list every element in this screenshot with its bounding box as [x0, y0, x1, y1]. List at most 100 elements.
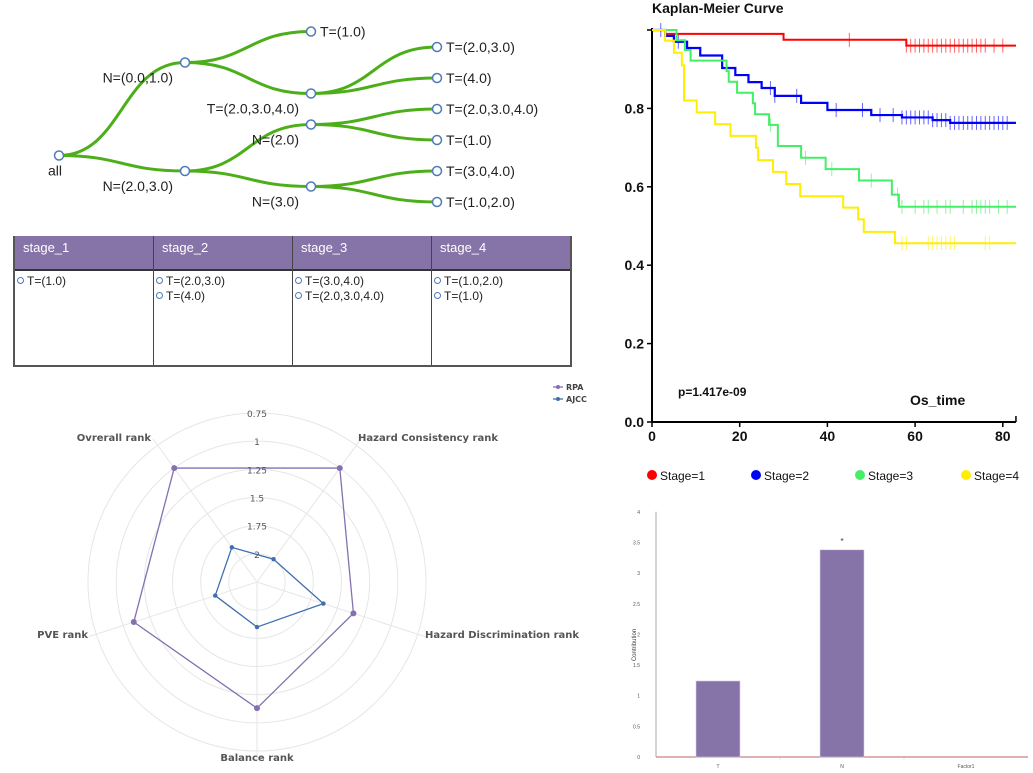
stage-item: T=(2.0,3.0): [156, 273, 290, 288]
km-legend-label: Stage=4: [974, 469, 1019, 483]
bar-y-tick-label: 4: [637, 510, 640, 516]
node-circle-icon: [156, 292, 163, 299]
node-circle-icon: [295, 277, 302, 284]
radar-point: [254, 624, 260, 630]
legend-label: AJCC: [566, 395, 587, 404]
tree-node-label: T=(4.0): [446, 70, 492, 86]
bar-y-tick-label: 1: [637, 694, 640, 700]
km-curve-stage-1: [652, 29, 1016, 47]
stage-item-label: T=(4.0): [166, 288, 206, 303]
radar-chart: 0.75 1 1.25 1.5 1.75 2 Hazard Consistency rank…: [37, 383, 587, 764]
radar-grid: [87, 412, 427, 759]
tree-node-icon: [431, 165, 443, 177]
stage-body: T=(2.0,3.0) T=(4.0): [154, 271, 292, 305]
stage-header: stage_4: [432, 236, 570, 271]
stage-item: T=(1.0,2.0): [434, 273, 568, 288]
node-circle-icon: [17, 277, 24, 284]
radar-point: [271, 557, 276, 562]
stage-item-label: T=(1.0): [27, 273, 67, 288]
tree-node-icon: [431, 134, 443, 146]
tree-link: [184, 123, 312, 173]
km-title: Kaplan-Meier Curve: [652, 0, 784, 16]
legend-marker-icon: [556, 385, 560, 389]
radar-series-ajcc: [214, 546, 325, 628]
radar-legend: RPA AJCC: [553, 383, 587, 404]
km-curve-stage-2: [652, 28, 1016, 125]
legend-dot-icon: [751, 470, 761, 480]
tree-node-label: N=(2.0,3.0): [103, 178, 173, 194]
tree-node-icon: [305, 26, 317, 37]
tree-link: [58, 61, 186, 157]
stage-item: T=(4.0): [156, 288, 290, 303]
radar-point: [254, 705, 260, 712]
tree-node-icon: [305, 88, 317, 99]
bar-y-tick-label: 1.5: [633, 663, 640, 669]
tree-node-icon: [431, 41, 443, 53]
tree-node-icon: [431, 103, 443, 115]
radar-axis-label: Balance rank: [220, 753, 294, 764]
radar-axis-line: [152, 438, 258, 583]
stage-item-label: T=(2.0,3.0): [166, 273, 226, 288]
bar-x-tick-label: T: [716, 764, 719, 770]
node-circle-icon: [295, 292, 302, 299]
radar-tick-label: 1.25: [247, 466, 267, 476]
tree-node-icon: [179, 165, 191, 177]
tree-link: [310, 169, 438, 188]
stage-header: stage_1: [15, 236, 153, 271]
bar-t: [695, 680, 741, 758]
km-y-tick-label: 0.4: [625, 257, 645, 273]
tree-node-label: all: [48, 163, 62, 179]
km-legend: Stage=1 Stage=2 Stage=3 Stage=4: [647, 469, 1019, 483]
bar-x-tick-label: Factor1: [958, 764, 975, 770]
stage-item-label: T=(1.0,2.0): [444, 273, 504, 288]
bar-y-tick-label: 2.5: [633, 602, 640, 608]
radar-series-rpa: [133, 467, 355, 710]
bar-n: [819, 549, 865, 758]
radar-axis-label: Ovrerall rank: [77, 433, 152, 444]
radar-axis-label: PVE rank: [37, 630, 88, 641]
stage-item-label: T=(2.0,3.0,4.0): [305, 288, 385, 303]
km-curve-stage-4: [652, 29, 1016, 245]
bar-y-tick-label: 3: [637, 571, 640, 577]
tree-node-icon: [179, 57, 191, 68]
bar-marks: *: [695, 537, 865, 758]
tree-link: [184, 61, 312, 95]
tree-link: [184, 30, 312, 64]
tree-node-label: N=(3.0): [252, 194, 299, 210]
radar-point: [321, 601, 326, 606]
km-xlabel: Os_time: [910, 392, 965, 408]
tree-node-icon: [305, 181, 317, 192]
km-x-tick-label: 80: [995, 428, 1011, 444]
radar-tick-label: 2: [254, 551, 260, 561]
node-circle-icon: [156, 277, 163, 284]
bar-y-tick-label: 2: [637, 632, 640, 638]
stage-item-label: T=(3.0,4.0): [305, 273, 365, 288]
bar-x-tick-label: N: [840, 764, 844, 770]
legend-dot-icon: [961, 470, 971, 480]
radar-point: [171, 465, 178, 472]
radar-series: [130, 465, 357, 712]
tree-node-label: T=(1.0): [446, 132, 492, 148]
radar-point: [350, 610, 357, 617]
radar-axis-line: [88, 581, 258, 638]
km-axes: 0.0 0.2 0.4 0.6 0.8 0 20 40 60 80: [625, 28, 1017, 444]
kaplan-meier-chart: Kaplan-Meier Curve 0.0 0.2 0.4 0.6 0.8 0 20 40 6…: [625, 0, 1020, 483]
stage-body: T=(3.0,4.0) T=(2.0,3.0,4.0): [293, 271, 431, 305]
stage-column: stage_4 T=(1.0,2.0) T=(1.0): [432, 236, 570, 365]
bar-significance-mark: *: [840, 537, 843, 546]
km-x-tick-label: 60: [907, 428, 923, 444]
radar-axis-line: [256, 581, 426, 638]
tree-node-label: T=(2.0,3.0,4.0): [207, 101, 299, 117]
tree-link: [310, 185, 438, 204]
km-x-tick-label: 40: [820, 428, 836, 444]
tree-link: [310, 76, 438, 95]
radar-tick-label: 1.5: [250, 495, 264, 505]
tree-node-label: N=(0.0,1.0): [103, 70, 173, 86]
bar-y-tick-label: 3.5: [633, 540, 640, 546]
node-circle-icon: [434, 292, 441, 299]
stage-header: stage_2: [154, 236, 292, 271]
km-curve-stage-3: [652, 29, 1016, 208]
bar-ylabel: Contribution: [632, 629, 638, 661]
legend-dot-icon: [855, 470, 865, 480]
radar-tick-label: 1: [254, 438, 260, 448]
